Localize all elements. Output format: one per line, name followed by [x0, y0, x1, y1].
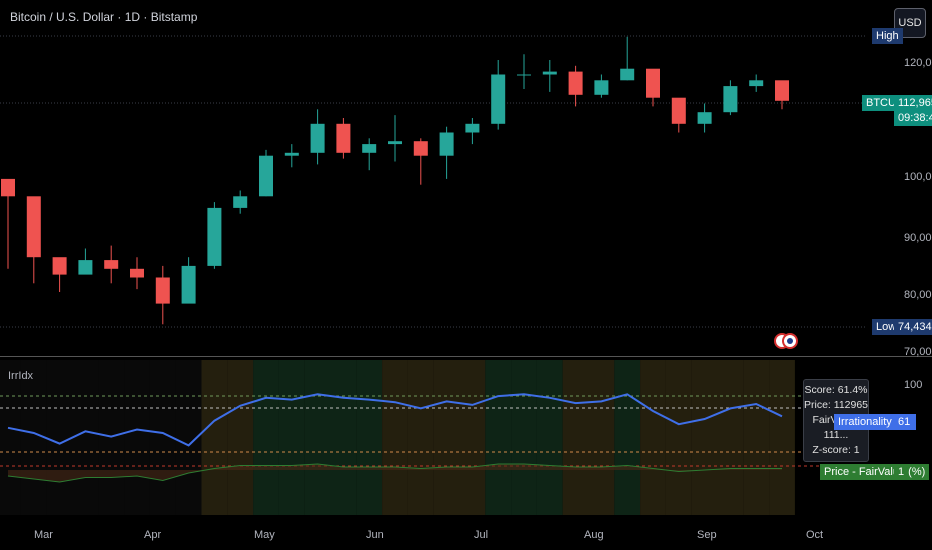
- regime-band: [330, 360, 357, 515]
- indicator-series: [7, 393, 783, 483]
- x-axis-label: Apr: [144, 529, 162, 541]
- tooltip-zscore: Z-score: 1: [812, 444, 860, 456]
- candle-body: [78, 260, 93, 275]
- regime-band: [433, 360, 460, 515]
- regime-band: [588, 360, 615, 515]
- regime-band: [304, 360, 331, 515]
- candle-body: [568, 71, 583, 95]
- x-axis-label: Aug: [584, 529, 604, 541]
- price-fairvalue-area: [8, 464, 782, 482]
- tooltip-score: Score: 61.4%: [804, 384, 868, 396]
- candle-body: [284, 152, 299, 156]
- regime-band: [562, 360, 589, 515]
- candle-body: [181, 265, 196, 304]
- candle-body: [671, 97, 686, 124]
- candle-body: [465, 123, 480, 133]
- regime-band: [769, 360, 795, 515]
- regime-band: [201, 360, 228, 515]
- x-axis-label: Jul: [474, 529, 489, 541]
- candle-body: [104, 260, 119, 269]
- us-flag-icon-center: [787, 338, 793, 344]
- regime-band: [511, 360, 537, 515]
- event-flag-icons[interactable]: [774, 333, 798, 349]
- candle-body: [259, 155, 273, 197]
- candle-body: [362, 144, 377, 153]
- y-tick-label: 90,000: [904, 232, 932, 244]
- candle-body: [775, 80, 789, 101]
- candle-body: [697, 112, 712, 124]
- regime-band: [253, 360, 279, 515]
- candle-body: [620, 68, 635, 81]
- regime-band: [717, 360, 744, 515]
- candle-body: [439, 132, 454, 156]
- candle-body: [646, 68, 660, 98]
- regime-band: [743, 360, 770, 515]
- y-tick-label: 80,000: [904, 289, 932, 301]
- y-tick-label: 70,000: [904, 346, 932, 358]
- regime-band: [407, 360, 434, 515]
- regime-band: [536, 360, 563, 515]
- candle-body: [491, 74, 506, 124]
- regime-band: [227, 360, 254, 515]
- y-tick-label: 100,000: [904, 171, 932, 183]
- candle-body: [336, 123, 351, 153]
- candle-body: [130, 268, 144, 278]
- candle-body: [26, 196, 41, 258]
- x-axis-label: Mar: [34, 529, 53, 541]
- tooltip-price: Price: 112965: [804, 399, 869, 411]
- x-axis-label: Jun: [366, 529, 384, 541]
- price-fairvalue-label[interactable]: Price - FairValue (%): [820, 464, 930, 480]
- currency-button[interactable]: USD: [894, 8, 926, 38]
- regime-band: [72, 360, 99, 515]
- indicator-y-tick: 100: [904, 379, 923, 391]
- irrationality-line: [7, 393, 783, 447]
- regime-band: [665, 360, 692, 515]
- bar-countdown-label: 09:38:47: [894, 110, 932, 126]
- chart-title: Bitcoin / U.S. Dollar · 1D · Bitstamp: [10, 10, 198, 24]
- candle-body: [723, 86, 738, 113]
- price-fairvalue-value: 1: [894, 464, 909, 480]
- candle-body: [310, 123, 325, 153]
- low-value: 74,434: [894, 319, 932, 335]
- candle-body: [155, 277, 170, 304]
- candle-body: [233, 196, 248, 208]
- regime-band: [46, 360, 73, 515]
- high-label[interactable]: High: [872, 28, 903, 44]
- regime-band: [356, 360, 383, 515]
- last-price-label: 112,965: [894, 95, 932, 111]
- regime-band: [485, 360, 512, 515]
- candlestick-series: [1, 36, 789, 325]
- candle-body: [413, 141, 428, 156]
- regime-band: [691, 360, 718, 515]
- low-label[interactable]: Low: [872, 319, 901, 335]
- regime-band: [278, 360, 305, 515]
- regime-band: [640, 360, 666, 515]
- indicator-regime-bands: [0, 360, 795, 515]
- grid-lines: [0, 35, 866, 467]
- regime-band: [382, 360, 408, 515]
- candle-body: [207, 207, 222, 266]
- x-axis-label: Oct: [806, 529, 824, 541]
- price-fairvalue-line: [7, 463, 782, 483]
- candle-body: [1, 178, 15, 197]
- candle-body: [517, 74, 531, 76]
- candle-body: [749, 80, 764, 87]
- candle-body: [542, 71, 557, 75]
- candle-body: [52, 257, 67, 275]
- x-axis-label: Sep: [697, 529, 717, 541]
- x-axis-label: May: [254, 529, 275, 541]
- regime-band: [124, 360, 150, 515]
- candle-body: [388, 141, 402, 145]
- candle-body: [594, 80, 609, 95]
- regime-band: [459, 360, 486, 515]
- irrationality-value: 61: [894, 414, 915, 430]
- indicator-title[interactable]: IrrIdx: [8, 370, 34, 382]
- y-tick-label: 120,000: [904, 57, 932, 69]
- regime-band: [614, 360, 641, 515]
